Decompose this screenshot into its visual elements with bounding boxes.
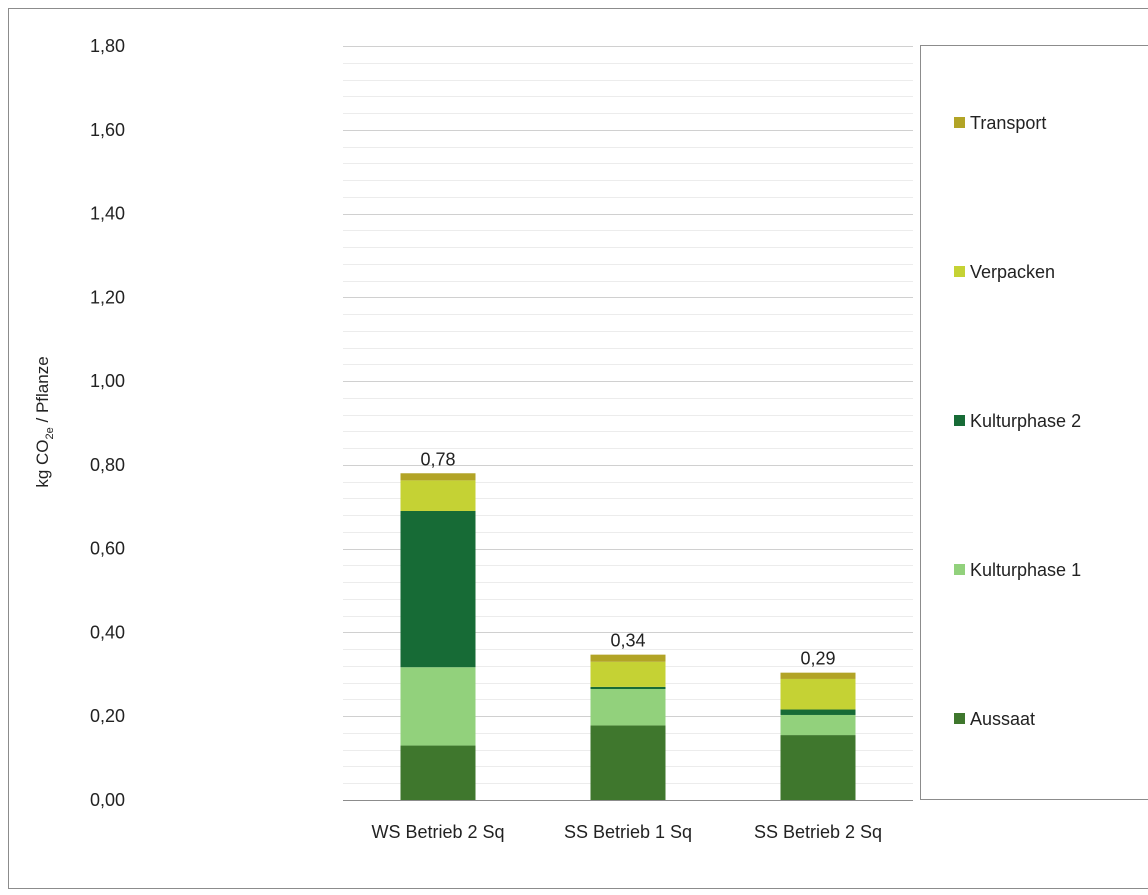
y-axis-label-suffix: / Pflanze — [33, 356, 52, 427]
legend-label: Kulturphase 2 — [970, 411, 1081, 431]
bar-segment-aussaat — [591, 725, 666, 800]
total-value-label: 0,29 — [800, 649, 835, 669]
bar-segment-kulturphase-2 — [781, 710, 856, 715]
bar-segment-kulturphase-2 — [591, 687, 666, 689]
bar-segment-kulturphase-1 — [781, 715, 856, 735]
legend-swatch — [954, 564, 965, 575]
y-tick-label: 1,00 — [90, 371, 125, 391]
y-tick-label: 0,40 — [90, 622, 125, 642]
legend-label: Aussaat — [970, 709, 1035, 729]
y-tick-label: 1,20 — [90, 287, 125, 307]
bar-segment-transport — [781, 673, 856, 679]
y-axis-label-prefix: kg CO — [33, 439, 52, 487]
x-axis-category-label: SS Betrieb 2 Sq — [754, 822, 882, 842]
y-tick-label: 1,40 — [90, 204, 125, 224]
y-tick-label: 0,00 — [90, 790, 125, 810]
y-tick-label: 0,60 — [90, 539, 125, 559]
legend-label: Transport — [970, 113, 1046, 133]
x-axis-category-label: SS Betrieb 1 Sq — [564, 822, 692, 842]
y-tick-label: 1,60 — [90, 120, 125, 140]
y-tick-label: 1,80 — [90, 36, 125, 56]
bar-segment-verpacken — [401, 480, 476, 511]
legend-label: Kulturphase 1 — [970, 560, 1081, 580]
legend-swatch — [954, 266, 965, 277]
y-axis-label-subscript: 2e — [44, 427, 56, 439]
bar-segment-transport — [401, 473, 476, 480]
total-value-label: 0,78 — [420, 449, 455, 469]
bar-segment-verpacken — [591, 662, 666, 687]
x-axis-category-label: WS Betrieb 2 Sq — [371, 822, 504, 842]
bar-segment-kulturphase-1 — [591, 689, 666, 725]
bar-segment-verpacken — [781, 679, 856, 710]
legend-swatch — [954, 713, 965, 724]
legend: Transport Verpacken Kulturphase 2 Kulturpha… — [921, 46, 1148, 800]
bar-segment-aussaat — [401, 746, 476, 800]
legend-swatch — [954, 415, 965, 426]
bar-segment-kulturphase-2 — [401, 511, 476, 667]
y-tick-label: 0,20 — [90, 706, 125, 726]
bar-segment-aussaat — [781, 735, 856, 800]
total-value-label: 0,34 — [610, 631, 645, 651]
y-tick-label: 0,80 — [90, 455, 125, 475]
legend-swatch — [954, 117, 965, 128]
bar-segment-transport — [591, 655, 666, 662]
legend-label: Verpacken — [970, 262, 1055, 282]
bar-segment-kulturphase-1 — [401, 667, 476, 745]
